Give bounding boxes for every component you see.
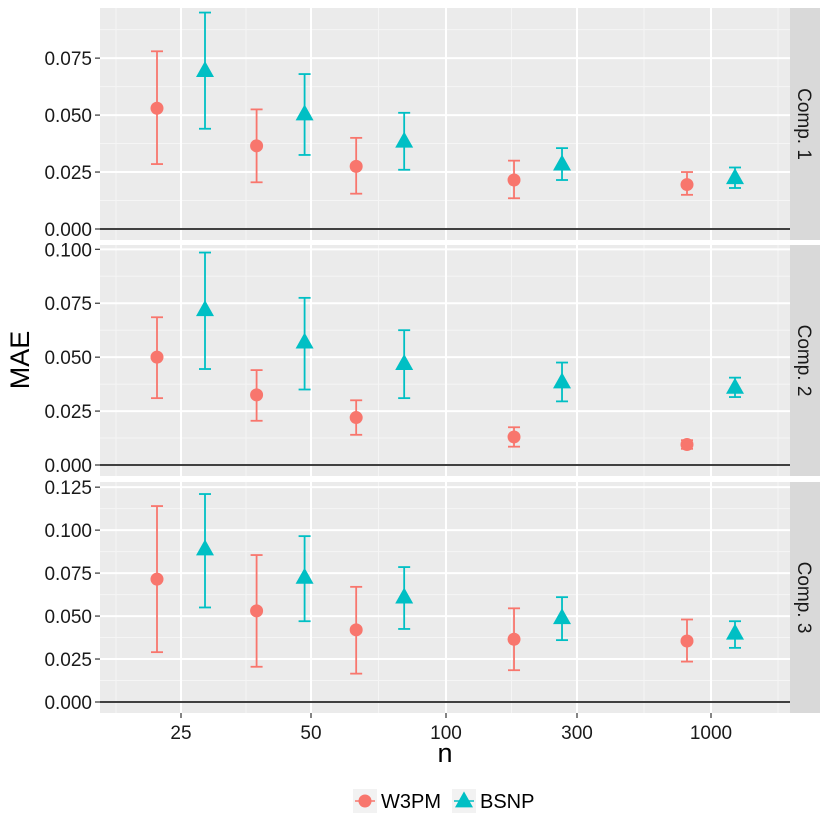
x-tick-label: 50 <box>300 723 321 744</box>
point-w3pm <box>680 438 694 452</box>
point-bsnp <box>553 608 572 625</box>
legend-key-triangle <box>455 791 473 808</box>
point-w3pm <box>349 623 363 637</box>
y-tick-label: 0.100 <box>44 240 92 261</box>
y-tick-label: 0.075 <box>44 564 92 585</box>
y-tick-label: 0.125 <box>44 478 92 499</box>
y-tick-label: 0.050 <box>44 106 92 127</box>
point-bsnp <box>395 354 414 371</box>
facet-strip-label: Comp. 2 <box>793 325 814 397</box>
point-w3pm <box>250 604 264 618</box>
point-bsnp <box>196 300 214 317</box>
x-tick-label: 100 <box>430 723 462 744</box>
point-bsnp <box>295 104 314 121</box>
legend-key-circle <box>358 794 372 808</box>
y-axis-title: MAE <box>5 331 35 390</box>
facet-strip <box>790 482 820 713</box>
y-tick-label: 0.025 <box>44 163 92 184</box>
facet-strip-label: Comp. 1 <box>793 88 814 160</box>
y-tick-label: 0.075 <box>44 294 92 315</box>
point-bsnp <box>196 539 214 556</box>
x-tick-label: 1000 <box>690 723 732 744</box>
y-tick-label: 0.000 <box>44 456 92 477</box>
legend-label-w3pm: W3PM <box>381 791 441 813</box>
point-bsnp <box>295 332 314 349</box>
point-w3pm <box>150 572 164 586</box>
point-bsnp <box>726 168 744 185</box>
y-tick-label: 0.050 <box>44 607 92 628</box>
x-axis-title: n <box>437 738 452 768</box>
facet-strip <box>790 245 820 476</box>
point-bsnp <box>295 567 314 584</box>
point-bsnp <box>395 587 414 604</box>
point-bsnp <box>726 377 744 394</box>
y-tick-label: 0.000 <box>44 220 92 241</box>
point-w3pm <box>507 632 521 646</box>
point-w3pm <box>349 159 363 173</box>
point-w3pm <box>680 634 694 648</box>
x-tick-label: 300 <box>561 723 593 744</box>
y-tick-label: 0.025 <box>44 402 92 423</box>
point-w3pm <box>250 139 264 153</box>
facet-strip <box>790 8 820 240</box>
x-tick-label: 25 <box>170 723 191 744</box>
point-w3pm <box>150 350 164 364</box>
legend-label-bsnp: BSNP <box>480 791 534 813</box>
y-tick-label: 0.100 <box>44 521 92 542</box>
point-w3pm <box>507 430 521 444</box>
point-bsnp <box>553 154 572 171</box>
y-tick-label: 0.025 <box>44 650 92 671</box>
point-w3pm <box>150 101 164 115</box>
point-w3pm <box>250 388 264 402</box>
point-bsnp <box>726 623 744 640</box>
y-tick-label: 0.050 <box>44 348 92 369</box>
point-bsnp <box>395 131 414 148</box>
point-bsnp <box>196 61 214 78</box>
facet-strip-label: Comp. 3 <box>793 562 814 634</box>
y-tick-label: 0.000 <box>44 693 92 714</box>
y-tick-label: 0.075 <box>44 49 92 70</box>
point-w3pm <box>349 411 363 425</box>
point-w3pm <box>680 178 694 192</box>
point-bsnp <box>553 372 572 389</box>
point-w3pm <box>507 173 521 187</box>
